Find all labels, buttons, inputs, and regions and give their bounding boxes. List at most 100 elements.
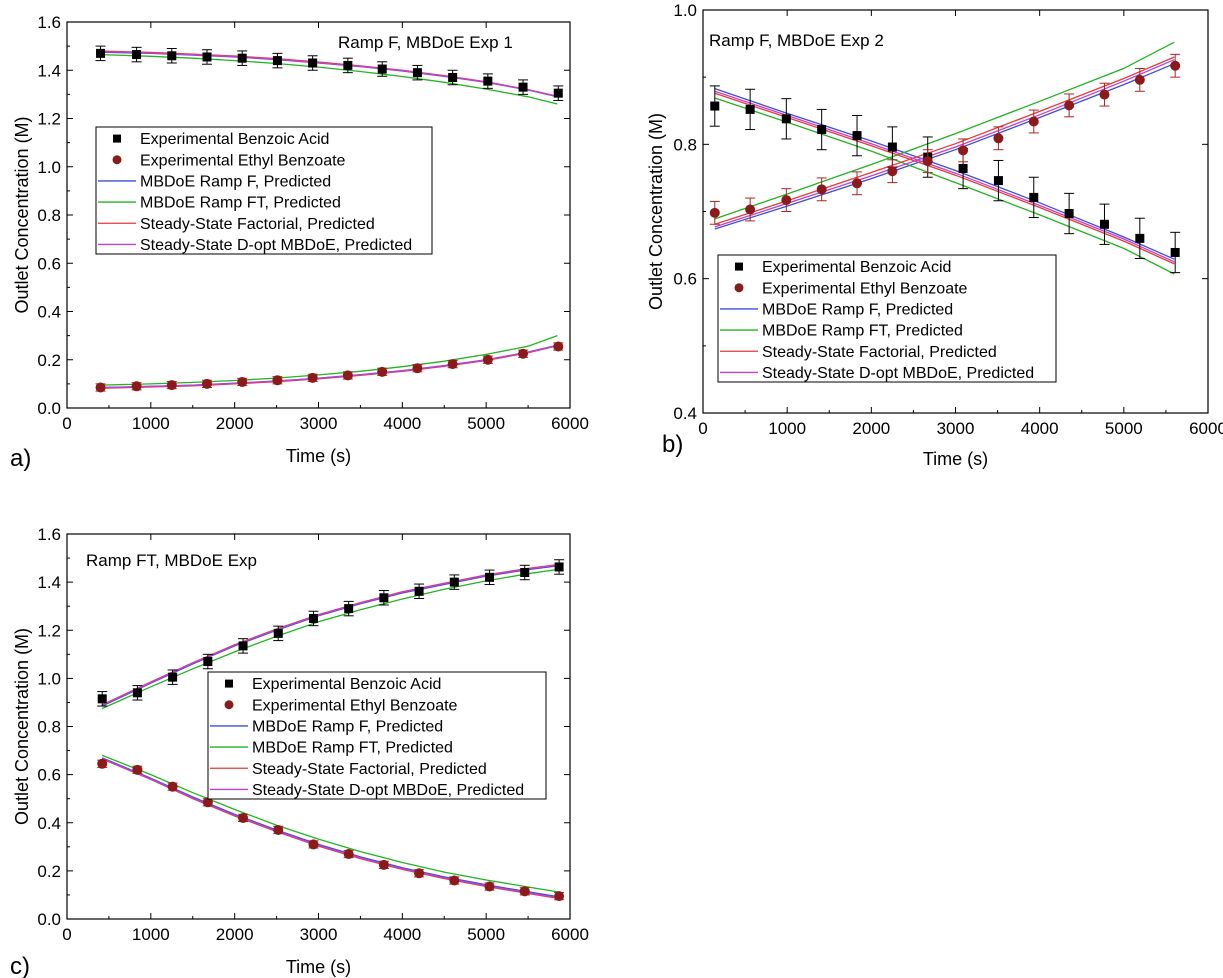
legend-label: MBDoE Ramp FT, Predicted: [762, 323, 963, 340]
data-point-benzoic-acid: [852, 131, 862, 141]
y-tick-label: 1.4: [37, 61, 61, 80]
legend-box: [95, 126, 433, 255]
data-point-ethyl-benzoate: [414, 868, 425, 879]
data-point-ethyl-benzoate: [484, 881, 495, 892]
data-point-benzoic-acid: [132, 50, 142, 60]
legend-label: Steady-State Factorial, Predicted: [140, 216, 375, 233]
panel-annotation: Ramp F, MBDoE Exp 2: [709, 31, 884, 50]
data-point-benzoic-acid: [96, 48, 106, 58]
data-point-ethyl-benzoate: [377, 366, 388, 377]
data-point-benzoic-acid: [1099, 219, 1109, 229]
series-line-2-a: [100, 53, 558, 105]
data-point-benzoic-acid: [344, 604, 354, 614]
x-tick-label: 5000: [467, 414, 505, 433]
data-point-benzoic-acid: [97, 694, 107, 704]
data-point-ethyl-benzoate: [97, 758, 108, 769]
data-point-ethyl-benzoate: [132, 764, 143, 775]
data-point-benzoic-acid: [817, 125, 827, 135]
data-point-ethyl-benzoate: [518, 348, 529, 359]
x-tick-label: 5000: [467, 925, 505, 944]
data-point-ethyl-benzoate: [167, 781, 178, 792]
x-tick-label: 0: [698, 419, 707, 438]
chart-panel-c: 0 1000 2000 3000 4000 5000 6000 0.0 0.2 0.4 0.6 0.8…: [10, 525, 589, 978]
data-point-benzoic-acid: [414, 586, 424, 596]
data-point-ethyl-benzoate: [1099, 89, 1110, 100]
x-axis-label: Time (s): [923, 449, 988, 469]
series-line-4-b: [100, 344, 558, 389]
x-tick-label: 3000: [300, 925, 338, 944]
legend: Experimental Benzoic Acid Experimental Et…: [207, 671, 547, 800]
panel-annotation: Ramp FT, MBDoE Exp: [86, 551, 257, 570]
data-point-ethyl-benzoate: [412, 363, 423, 374]
y-tick-label: 1.6: [37, 525, 61, 544]
legend-label: Steady-State Factorial, Predicted: [252, 761, 487, 778]
series-line-2-b: [101, 754, 562, 894]
data-point-benzoic-acid: [781, 114, 791, 124]
data-point-ethyl-benzoate: [237, 376, 248, 387]
y-tick-label: 1.0: [37, 669, 61, 688]
legend-label: Experimental Benzoic Acid: [140, 131, 329, 148]
y-tick-label: 0.4: [673, 404, 697, 423]
data-point-ethyl-benzoate: [745, 204, 756, 215]
y-tick-label: 0.4: [37, 814, 61, 833]
data-point-ethyl-benzoate: [378, 859, 389, 870]
y-tick-label: 0.8: [673, 135, 697, 154]
x-axis-label: Time (s): [286, 446, 351, 466]
legend-swatch-square: [225, 679, 233, 688]
x-tick-label: 4000: [383, 414, 421, 433]
x-tick-label: 3000: [300, 414, 338, 433]
data-point-benzoic-acid: [203, 657, 213, 667]
data-point-ethyl-benzoate: [131, 381, 142, 392]
series-line-2-a: [714, 97, 1175, 275]
legend-swatch-circle: [224, 700, 234, 710]
x-tick-label: 6000: [551, 414, 589, 433]
series-line-1-b: [714, 63, 1175, 230]
data-point-benzoic-acid: [520, 568, 530, 577]
data-point-ethyl-benzoate: [272, 375, 283, 386]
data-point-benzoic-acid: [483, 76, 493, 86]
data-point-ethyl-benzoate: [482, 354, 493, 365]
x-tick-label: 6000: [1189, 419, 1223, 438]
y-axis-label: Outlet Concentration (M): [646, 113, 666, 310]
legend-swatch-square: [113, 134, 121, 143]
data-point-benzoic-acid: [554, 562, 564, 572]
y-tick-label: 0.6: [37, 254, 61, 273]
data-point-ethyl-benzoate: [273, 824, 284, 835]
legend-label: MBDoE Ramp F, Predicted: [762, 301, 953, 318]
data-point-benzoic-acid: [448, 72, 458, 82]
y-axis-label: Outlet Concentration (M): [12, 116, 32, 313]
data-point-ethyl-benzoate: [202, 797, 213, 808]
data-point-benzoic-acid: [1064, 209, 1074, 219]
data-point-ethyl-benzoate: [553, 341, 564, 352]
legend-label: Steady-State Factorial, Predicted: [762, 344, 997, 361]
data-point-ethyl-benzoate: [1028, 116, 1039, 127]
data-point-benzoic-acid: [168, 672, 178, 682]
y-tick-label: 0.6: [673, 270, 697, 289]
legend-box: [207, 671, 547, 800]
legend-label: MBDoE Ramp FT, Predicted: [140, 195, 341, 212]
y-axis-label: Outlet Concentration (M): [12, 628, 32, 825]
x-tick-label: 1000: [132, 414, 170, 433]
y-tick-label: 0.8: [37, 718, 61, 737]
y-tick-label: 0.2: [37, 862, 61, 881]
data-point-ethyl-benzoate: [238, 812, 249, 823]
data-point-benzoic-acid: [958, 164, 968, 174]
data-point-ethyl-benzoate: [95, 382, 106, 393]
data-point-benzoic-acid: [237, 53, 247, 63]
x-tick-label: 4000: [1021, 419, 1059, 438]
data-point-ethyl-benzoate: [202, 378, 213, 389]
series-line-1-a: [714, 87, 1175, 260]
y-tick-label: 1.4: [37, 573, 61, 592]
legend-label: Experimental Ethyl Benzoate: [252, 697, 458, 714]
legend-swatch-circle: [734, 283, 744, 293]
data-point-benzoic-acid: [1170, 247, 1180, 257]
y-tick-label: 0.4: [37, 303, 61, 322]
data-point-benzoic-acid: [202, 52, 212, 62]
x-tick-label: 6000: [551, 925, 589, 944]
legend-swatch-circle: [112, 155, 122, 165]
data-point-ethyl-benzoate: [816, 184, 827, 195]
data-point-benzoic-acid: [553, 88, 563, 98]
data-point-ethyl-benzoate: [519, 886, 530, 897]
legend-label: Experimental Benzoic Acid: [762, 259, 951, 276]
